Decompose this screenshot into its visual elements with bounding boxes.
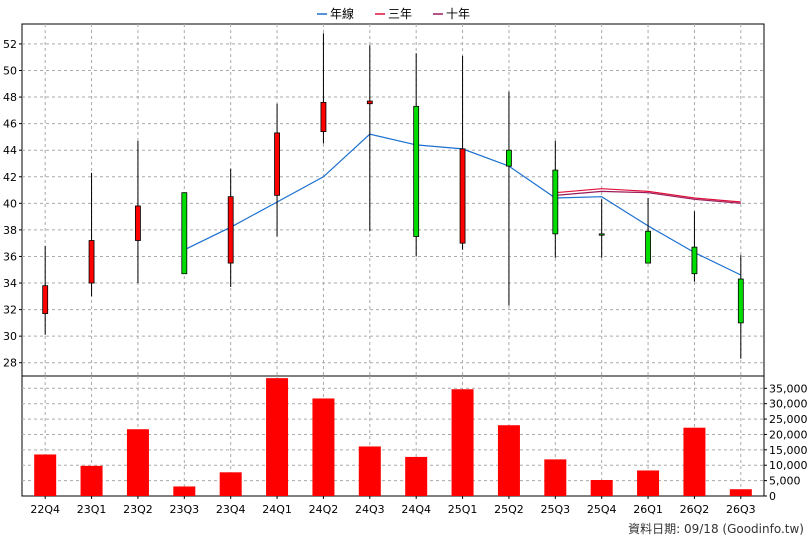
volume-tick-label: 10,000 (769, 459, 808, 472)
volume-panel: 0 5,000 10,000 15,000 20,000 25,000 30,000 35,0… (21, 375, 808, 503)
volume-tick-label: 15,000 (769, 444, 808, 457)
x-tick-label: 24Q1 (262, 503, 292, 516)
price-tick-label: 44 (3, 144, 17, 157)
x-tick-label: 23Q1 (77, 503, 107, 516)
x-tick-label: 23Q3 (169, 503, 199, 516)
volume-tick-label: 5,000 (769, 475, 801, 488)
x-tick-label: 25Q4 (587, 503, 617, 516)
x-tick-label: 25Q1 (448, 503, 478, 516)
price-tick-label: 28 (3, 357, 17, 370)
legend-label: 年線 (330, 6, 354, 21)
volume-bar (219, 472, 242, 496)
price-tick-label: 36 (3, 250, 17, 263)
volume-bar (266, 378, 289, 496)
candle-body (413, 105, 420, 237)
candle-body (506, 149, 512, 167)
candle-body (42, 285, 49, 314)
legend-label: 十年 (446, 7, 470, 21)
x-tick-label: 24Q3 (355, 503, 385, 516)
price-tick-label: 30 (3, 330, 17, 343)
ma-line-十年 (555, 190, 741, 204)
candle-body (737, 278, 744, 324)
volume-tick-label: 35,000 (769, 382, 808, 395)
x-tick-label: 26Q2 (680, 503, 710, 516)
x-tick-label: 25Q2 (494, 503, 524, 516)
volume-bar (497, 425, 520, 496)
volume-tick-label: 30,000 (769, 398, 808, 411)
x-tick-label: 22Q4 (30, 503, 60, 516)
volume-bar (637, 470, 660, 496)
chart-legend: 年線 三年 十年 (317, 6, 470, 21)
price-tick-label: 42 (3, 171, 17, 184)
volume-tick-label: 25,000 (769, 413, 808, 426)
volume-bar (544, 459, 567, 496)
legend-label: 三年 (388, 7, 412, 21)
volume-bar (683, 427, 706, 496)
x-axis: 22Q4 23Q1 23Q2 23Q3 23Q4 24Q1 24Q2 24Q3 24Q4 25Q1… (30, 496, 756, 516)
volume-bar (34, 454, 57, 496)
candle-body (598, 233, 605, 236)
candle-body (274, 132, 280, 196)
candle-body (645, 230, 651, 264)
volume-bar (80, 465, 103, 496)
ma-line-三年 (555, 188, 741, 203)
volume-bar (590, 480, 613, 496)
candle-body (88, 240, 95, 284)
volume-tick-label: 20,000 (769, 428, 808, 441)
volume-bar (358, 446, 381, 496)
x-tick-label: 23Q2 (123, 503, 153, 516)
x-tick-label: 23Q4 (216, 503, 246, 516)
price-frame (21, 23, 765, 377)
x-tick-label: 24Q2 (309, 503, 339, 516)
x-tick-label: 26Q1 (633, 503, 663, 516)
x-tick-label: 26Q3 (726, 503, 756, 516)
price-panel: 28 30 32 34 36 38 40 42 44 46 48 50 52 (3, 23, 765, 377)
x-tick-label: 25Q3 (540, 503, 570, 516)
candle-body (320, 101, 327, 132)
candle-body (459, 148, 466, 244)
price-tick-label: 34 (3, 277, 17, 290)
candle-body (691, 246, 698, 275)
candle-body (227, 196, 234, 264)
price-tick-label: 50 (3, 64, 17, 77)
price-tick-label: 46 (3, 118, 17, 131)
volume-bar (126, 429, 149, 496)
price-tick-label: 48 (3, 91, 17, 104)
price-tick-label: 40 (3, 197, 17, 210)
candle-body (181, 192, 188, 275)
volume-bar (451, 389, 474, 496)
candle-body (366, 100, 373, 105)
volume-tick-label: 0 (769, 490, 776, 503)
price-tick-label: 52 (3, 38, 17, 51)
price-tick-label: 32 (3, 304, 17, 317)
x-tick-label: 24Q4 (401, 503, 431, 516)
candle-body (135, 205, 141, 241)
price-tick-label: 38 (3, 224, 17, 237)
volume-bar (405, 456, 428, 496)
volume-bar (173, 486, 196, 496)
data-date-footer: 資料日期: 09/18 (Goodinfo.tw) (628, 522, 804, 536)
candle-body (552, 169, 559, 235)
volume-bar (312, 398, 335, 496)
volume-bar (729, 489, 752, 496)
